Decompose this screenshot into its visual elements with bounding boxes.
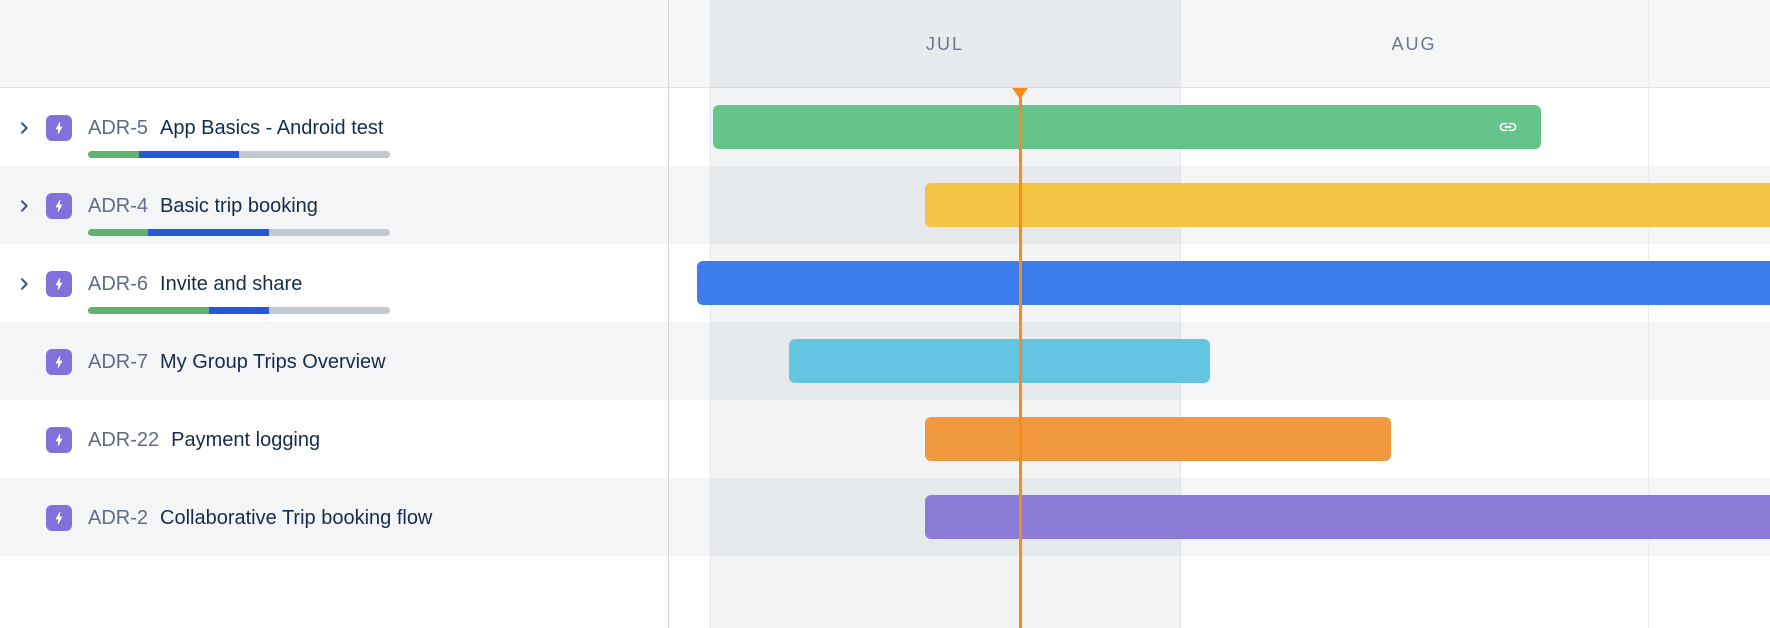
progress-inprogress-segment [148,229,270,236]
issue-label: ADR-2 Collaborative Trip booking flow [88,504,432,532]
epic-icon [46,115,72,141]
issue-key: ADR-2 [88,507,149,529]
epic-icon [46,349,72,375]
issue-label: ADR-7 My Group Trips Overview [88,348,386,376]
issue-summary: Collaborative Trip booking flow [160,507,433,529]
progress-bar [88,307,390,314]
issue-key: ADR-7 [88,351,149,373]
progress-bar [88,229,390,236]
issue-row[interactable]: ADR-6 Invite and share [0,244,1770,322]
epic-icon [46,505,72,531]
epic-icon [46,271,72,297]
issue-key: ADR-4 [88,195,149,217]
expand-chevron-right-icon[interactable] [15,275,33,293]
expand-chevron-right-icon[interactable] [15,119,33,137]
epic-icon [46,193,72,219]
issue-row[interactable]: ADR-2 Collaborative Trip booking flow [0,478,1770,556]
month-header-aug: AUG [1391,33,1437,54]
month-gridline-aug-start [1180,0,1181,628]
timeline-bar[interactable] [713,105,1541,149]
progress-bar [88,151,390,158]
panel-divider [668,0,669,628]
month-gridline-jul-start [710,0,711,628]
issue-row[interactable]: ADR-5 App Basics - Android test [0,88,1770,166]
issue-summary: App Basics - Android test [160,117,384,139]
issue-summary: Payment logging [171,429,321,451]
issue-label: ADR-5 App Basics - Android test [88,114,383,142]
link-icon [1497,116,1519,138]
progress-done-segment [88,151,140,158]
today-marker-triangle [1012,88,1028,99]
issue-row[interactable]: ADR-4 Basic trip booking [0,166,1770,244]
issue-row[interactable]: ADR-22 Payment logging [0,400,1770,478]
issue-label: ADR-4 Basic trip booking [88,192,318,220]
issue-row[interactable]: ADR-7 My Group Trips Overview [0,322,1770,400]
month-header-jul: JUL [925,33,964,54]
timeline-bar[interactable] [925,183,1770,227]
timeline-bar[interactable] [925,417,1391,461]
issue-key: ADR-5 [88,117,149,139]
expand-chevron-right-icon[interactable] [15,197,33,215]
progress-done-segment [88,307,209,314]
progress-inprogress-segment [208,307,270,314]
progress-inprogress-segment [139,151,239,158]
timeline-bar[interactable] [925,495,1770,539]
timeline-bar[interactable] [697,261,1770,305]
month-gridline-aug-end [1648,0,1649,628]
issue-key: ADR-6 [88,273,149,295]
issue-key: ADR-22 [88,429,160,451]
epic-icon [46,427,72,453]
issue-summary: Basic trip booking [160,195,318,217]
issue-summary: Invite and share [160,273,303,295]
timeline-bar[interactable] [789,339,1210,383]
today-marker-line [1019,88,1022,628]
timeline-header [0,0,1770,88]
issue-label: ADR-22 Payment logging [88,426,320,454]
progress-done-segment [88,229,149,236]
issue-summary: My Group Trips Overview [160,351,386,373]
issue-label: ADR-6 Invite and share [88,270,302,298]
